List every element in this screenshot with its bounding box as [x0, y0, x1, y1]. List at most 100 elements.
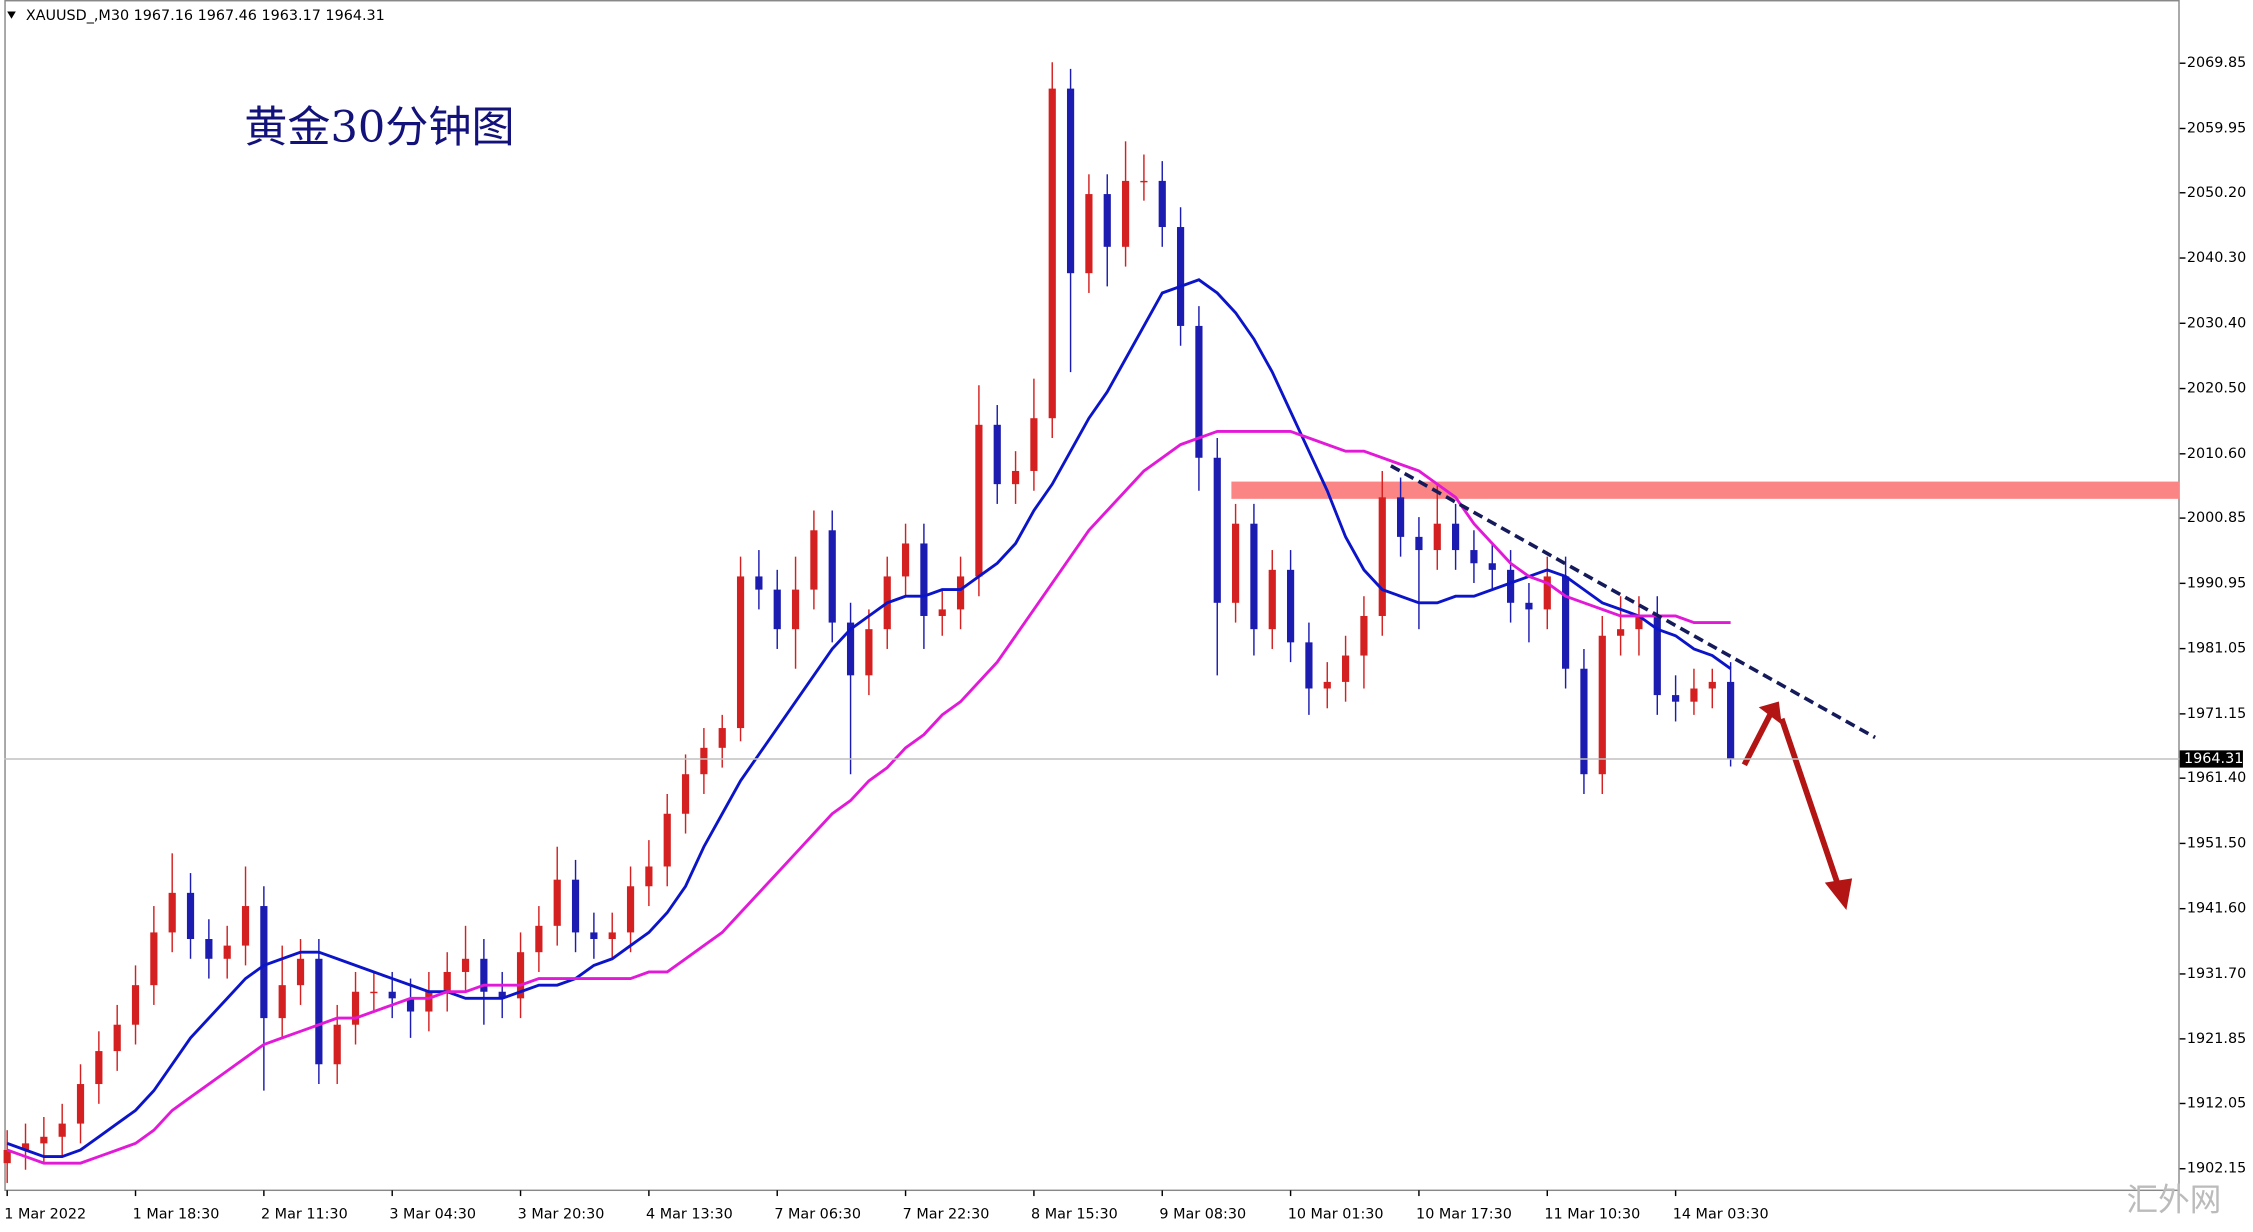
candle-body — [901, 543, 910, 577]
y-tick-label: 1951.50 — [2187, 835, 2246, 851]
y-tick-label: 2000.85 — [2187, 510, 2246, 526]
candle-body — [406, 998, 415, 1012]
y-tick-label: 2020.50 — [2187, 381, 2246, 397]
candle-body — [370, 991, 378, 994]
candle-body — [260, 906, 268, 1019]
candle-body — [920, 543, 928, 616]
candle-body — [1250, 523, 1258, 630]
candle-body — [58, 1123, 66, 1137]
candle-body — [223, 945, 231, 959]
candle-body — [1140, 180, 1148, 183]
moving-average — [6, 278, 1732, 1158]
y-tick-label: 1902.15 — [2187, 1161, 2246, 1177]
candle-body — [1507, 569, 1515, 603]
candle-body — [76, 1084, 85, 1124]
candle-body — [1305, 642, 1313, 689]
y-tick-label: 1941.60 — [2187, 901, 2246, 917]
candle-body — [1433, 523, 1441, 551]
y-tick-label: 2040.30 — [2187, 250, 2246, 266]
candle-body — [828, 530, 836, 623]
candle-body — [40, 1136, 48, 1144]
candle-body — [131, 985, 140, 1025]
candle-body — [1085, 194, 1093, 274]
candle-body — [1176, 227, 1185, 326]
y-tick-label: 1990.95 — [2187, 575, 2246, 591]
candle-body — [938, 609, 946, 616]
y-tick-label: 1921.85 — [2187, 1031, 2246, 1047]
candle-body — [1708, 681, 1716, 689]
candle-body — [1580, 668, 1588, 775]
y-tick-label: 1931.70 — [2187, 966, 2246, 982]
candle-body — [296, 958, 305, 986]
candle-body — [773, 589, 781, 630]
candle-body — [1268, 569, 1276, 630]
candle-body — [1488, 563, 1496, 570]
candle-body — [333, 1024, 341, 1065]
candle-body — [736, 576, 745, 729]
candle-body — [388, 991, 396, 999]
candle-body — [975, 424, 983, 577]
last-price-label: 1964.31 — [2184, 751, 2243, 767]
candle-body — [315, 958, 323, 1065]
x-tick-label: 3 Mar 04:30 — [389, 1207, 476, 1223]
candle-body — [3, 1149, 11, 1164]
candle-body — [443, 971, 451, 992]
candle-body — [1342, 655, 1350, 682]
candle-body — [1470, 550, 1478, 564]
x-tick-label: 4 Mar 13:30 — [646, 1207, 733, 1223]
candle-body — [1360, 615, 1368, 656]
x-tick-label: 2 Mar 11:30 — [261, 1207, 348, 1223]
moving-average — [6, 429, 1731, 1165]
candle-body — [1030, 418, 1038, 471]
plot-frame — [4, 0, 2180, 1192]
candle-body — [1213, 457, 1221, 603]
arrow-up — [1741, 713, 1773, 767]
x-tick-label: 10 Mar 01:30 — [1288, 1207, 1384, 1223]
arrow-down-head — [1824, 878, 1853, 910]
candle-body — [1066, 88, 1075, 274]
x-tick-label: 8 Mar 15:30 — [1031, 1207, 1118, 1223]
candle-body — [1672, 695, 1680, 702]
candle-body — [1635, 615, 1643, 630]
candle-body — [993, 424, 1001, 485]
candle-body — [865, 629, 873, 676]
candle-body — [1397, 497, 1405, 537]
y-tick-label: 2059.95 — [2187, 120, 2246, 136]
candle-body — [956, 576, 965, 610]
candle-body — [755, 576, 763, 590]
y-tick-label: 1981.05 — [2187, 641, 2246, 657]
candle-body — [425, 991, 433, 1012]
trend-line — [1390, 464, 1876, 740]
candle-body — [810, 530, 818, 590]
candle-body — [553, 879, 561, 926]
candle-body — [186, 892, 195, 940]
watermark: 汇外网 — [2127, 1182, 2222, 1218]
candle-body — [1727, 681, 1735, 759]
x-tick-label: 1 Mar 18:30 — [133, 1207, 220, 1223]
candle-body — [1562, 576, 1570, 669]
header-arrow — [7, 11, 16, 19]
candle-body — [168, 892, 176, 933]
candle-body — [516, 952, 525, 999]
candle-body — [480, 958, 488, 992]
candle-body — [1598, 635, 1606, 775]
x-tick-label: 14 Mar 03:30 — [1673, 1207, 1769, 1223]
y-tick-label: 2050.20 — [2187, 185, 2246, 201]
y-tick-label: 2030.40 — [2187, 315, 2246, 331]
x-tick-label: 11 Mar 10:30 — [1544, 1207, 1640, 1223]
candle-body — [663, 813, 671, 867]
candle-body — [718, 728, 726, 748]
candle-body — [1323, 681, 1331, 689]
candle-body — [278, 985, 286, 1019]
candle-body — [498, 991, 506, 999]
candle-body — [351, 991, 360, 1025]
candle-body — [1048, 88, 1056, 419]
y-tick-label: 2010.60 — [2187, 446, 2246, 462]
candle-body — [1525, 602, 1533, 610]
resistance-zone — [1231, 481, 2180, 499]
y-tick-label: 1971.15 — [2187, 706, 2246, 722]
candle-body — [1103, 194, 1111, 247]
y-tick-label: 1912.05 — [2187, 1095, 2246, 1111]
candle-body — [205, 939, 213, 959]
